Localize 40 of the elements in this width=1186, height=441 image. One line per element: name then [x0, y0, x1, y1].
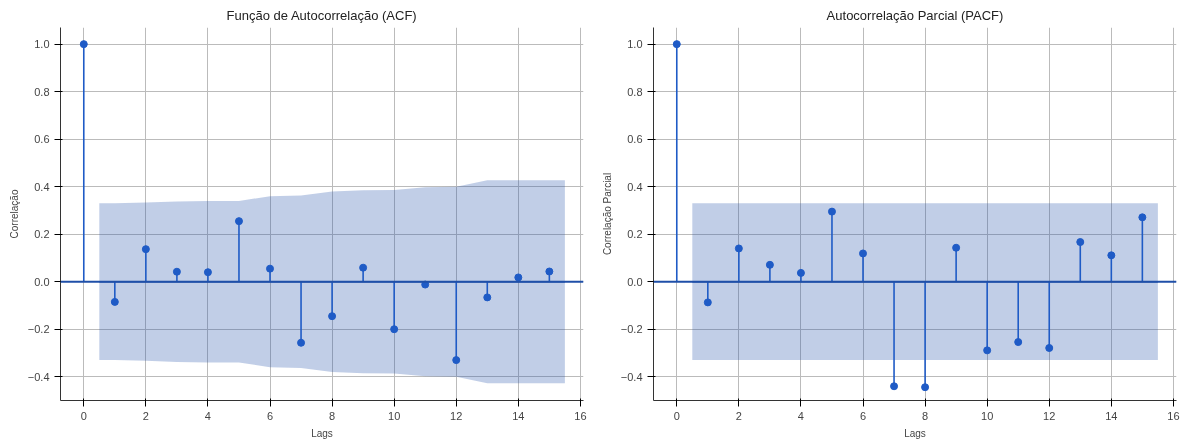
x-tick-label: 4: [797, 409, 804, 422]
y-tick-label: −0.2: [27, 323, 50, 336]
y-tick-label: 1.0: [34, 38, 50, 51]
x-tick-label: 12: [1043, 409, 1056, 422]
x-tick-label: 6: [266, 409, 274, 422]
y-tick-label: 0.4: [627, 180, 643, 193]
chart-title: Autocorrelação Parcial (PACF): [826, 7, 1004, 23]
x-tick-label: 16: [574, 409, 587, 422]
x-tick-label: 16: [1167, 409, 1180, 422]
y-tick-label: −0.4: [27, 370, 50, 383]
x-tick-label: 6: [859, 409, 867, 422]
y-tick-label: 0.6: [34, 133, 50, 146]
x-tick-label: 4: [204, 409, 211, 422]
chart-title: Função de Autocorrelação (ACF): [226, 7, 417, 23]
x-tick-label: 14: [1105, 409, 1118, 422]
y-tick-label: 0.2: [34, 228, 50, 241]
x-tick-label: 10: [981, 409, 994, 422]
y-tick-label: −0.4: [620, 370, 643, 383]
x-tick-label: 2: [142, 409, 149, 422]
x-tick-label: 0: [80, 409, 87, 422]
x-tick-label: 2: [735, 409, 742, 422]
y-tick-label: 0.8: [34, 85, 50, 98]
x-tick-label: 14: [512, 409, 525, 422]
y-tick-label: 0.0: [627, 275, 643, 288]
y-tick-label: 0.0: [34, 275, 50, 288]
x-tick-label: 0: [673, 409, 680, 422]
y-tick-label: 0.4: [34, 180, 50, 193]
y-tick-label: 1.0: [627, 38, 643, 51]
y-axis-title: Correlação Parcial: [601, 172, 613, 256]
y-tick-label: 0.6: [627, 133, 643, 146]
x-tick-label: 8: [922, 409, 929, 422]
x-axis-title: Lags: [904, 427, 926, 439]
x-axis-title: Lags: [311, 427, 333, 439]
x-tick-label: 8: [329, 409, 336, 422]
x-tick-label: 12: [450, 409, 463, 422]
y-axis-title: Correlação: [8, 189, 20, 239]
y-tick-label: 0.2: [627, 228, 643, 241]
x-tick-label: 10: [388, 409, 401, 422]
y-tick-label: 0.8: [627, 85, 643, 98]
y-tick-label: −0.2: [620, 323, 643, 336]
